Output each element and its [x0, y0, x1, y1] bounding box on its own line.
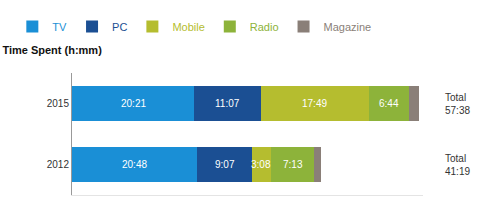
- svg-text:17:49: 17:49: [302, 98, 327, 109]
- svg-text:20:21: 20:21: [121, 98, 146, 109]
- svg-text:6:44: 6:44: [379, 98, 399, 109]
- svg-text:Total57:38: Total57:38: [445, 92, 470, 116]
- svg-text:20:48: 20:48: [122, 159, 147, 170]
- svg-text:Time Spent (h:mm): Time Spent (h:mm): [2, 44, 102, 56]
- svg-text:Magazine: Magazine: [324, 21, 372, 33]
- svg-text:2012: 2012: [47, 159, 70, 170]
- svg-text:TV: TV: [52, 21, 67, 33]
- svg-text:PC: PC: [112, 21, 127, 33]
- svg-text:2015: 2015: [47, 98, 70, 109]
- svg-text:9:07: 9:07: [215, 159, 235, 170]
- svg-text:Total41:19: Total41:19: [445, 153, 470, 177]
- svg-text:7:13: 7:13: [283, 159, 303, 170]
- svg-text:Mobile: Mobile: [172, 21, 204, 33]
- svg-text:3:08: 3:08: [251, 159, 271, 170]
- svg-text:11:07: 11:07: [215, 98, 240, 109]
- svg-text:Radio: Radio: [250, 21, 279, 33]
